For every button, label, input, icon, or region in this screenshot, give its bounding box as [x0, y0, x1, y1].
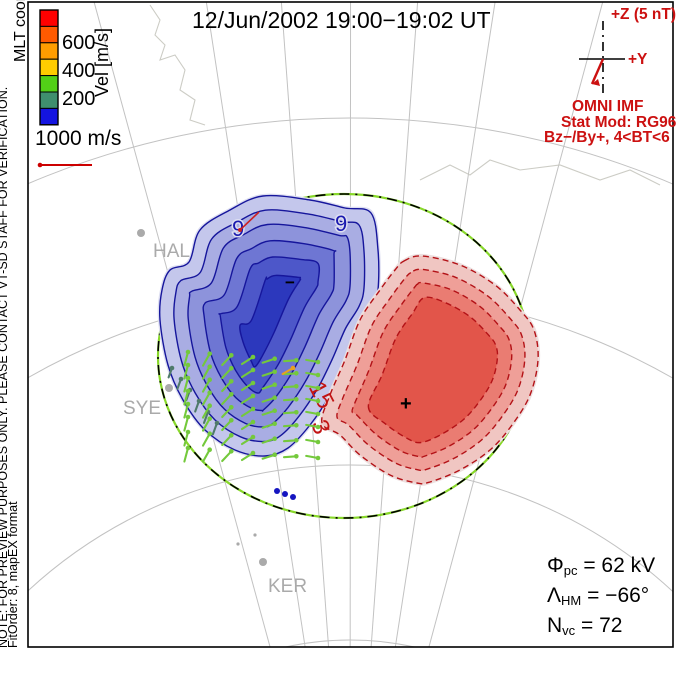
svg-text:HAL: HAL: [153, 241, 190, 262]
svg-text:200: 200: [62, 88, 95, 110]
svg-text:+Z (5 nT): +Z (5 nT): [611, 6, 676, 23]
svg-text:600: 600: [62, 32, 95, 54]
svg-text:400: 400: [62, 60, 95, 82]
svg-text:9: 9: [335, 211, 347, 236]
svg-text:KER: KER: [268, 576, 307, 597]
svg-text:−: −: [285, 273, 295, 292]
svg-text:Φpc = 62 kV: Φpc = 62 kV: [547, 554, 655, 578]
svg-text:Vel [m/s]: Vel [m/s]: [92, 28, 112, 97]
svg-text:1000 m/s: 1000 m/s: [35, 127, 121, 150]
svg-text:ΛHM = −66°: ΛHM = −66°: [547, 584, 649, 608]
svg-text:Nvc = 72: Nvc = 72: [547, 614, 622, 638]
svg-text:MLT coordinates: MLT coordinates: [12, 0, 29, 62]
svg-text:SYE: SYE: [123, 398, 161, 419]
svg-text:Bz−/By+, 4<BT<6: Bz−/By+, 4<BT<6: [544, 129, 670, 146]
svg-text:OMNI IMF: OMNI IMF: [572, 98, 643, 115]
svg-text:12/Jun/2002 19:00−19:02 UT: 12/Jun/2002 19:00−19:02 UT: [192, 7, 491, 33]
svg-text:+: +: [400, 393, 412, 415]
svg-text:FitOrder: 8, mapEX format: FitOrder: 8, mapEX format: [6, 501, 20, 648]
svg-text:+Y: +Y: [628, 51, 648, 68]
